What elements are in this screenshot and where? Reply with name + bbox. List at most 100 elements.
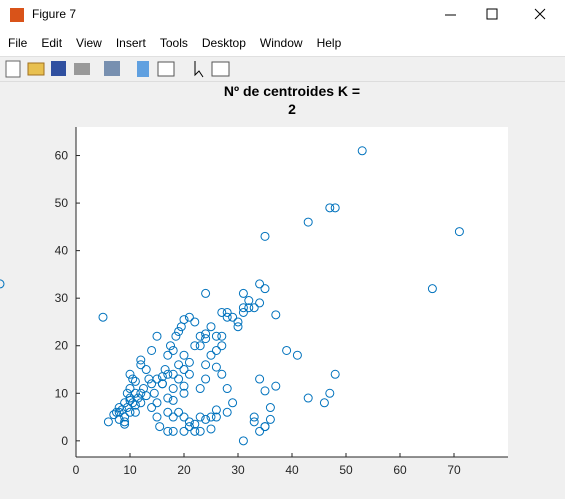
point bbox=[103, 417, 113, 427]
point bbox=[125, 407, 135, 417]
point bbox=[233, 317, 243, 327]
menu-item[interactable]: Window bbox=[259, 36, 303, 50]
point bbox=[244, 303, 254, 313]
point bbox=[174, 326, 184, 336]
property-icon[interactable] bbox=[211, 61, 230, 77]
point bbox=[206, 322, 216, 332]
x-tick-label: 70 bbox=[447, 463, 461, 477]
menu-item[interactable]: Insert bbox=[115, 36, 146, 50]
point bbox=[130, 376, 140, 386]
point bbox=[114, 407, 124, 417]
point bbox=[149, 388, 159, 398]
point bbox=[211, 362, 221, 372]
point bbox=[222, 407, 232, 417]
point bbox=[125, 369, 135, 379]
point bbox=[179, 315, 189, 325]
print-icon[interactable] bbox=[74, 63, 90, 75]
point bbox=[260, 422, 270, 432]
x-tick-label: 60 bbox=[393, 463, 407, 477]
point bbox=[184, 312, 194, 322]
app-icon bbox=[10, 8, 24, 22]
point bbox=[325, 388, 335, 398]
point bbox=[228, 398, 238, 408]
save-icon[interactable] bbox=[51, 61, 66, 76]
menu-item[interactable]: Desktop bbox=[201, 36, 246, 50]
open-icon[interactable] bbox=[27, 62, 45, 76]
point bbox=[152, 398, 162, 408]
toolbar-icons bbox=[5, 60, 230, 78]
point bbox=[136, 360, 146, 370]
x-tick-label: 40 bbox=[285, 463, 299, 477]
point bbox=[201, 414, 211, 424]
point bbox=[179, 388, 189, 398]
point bbox=[133, 393, 143, 403]
menu-item[interactable]: Help bbox=[316, 36, 342, 50]
point bbox=[195, 341, 205, 351]
link-icon[interactable] bbox=[104, 61, 120, 76]
point bbox=[303, 393, 313, 403]
point bbox=[179, 350, 189, 360]
colorbar-icon[interactable] bbox=[137, 61, 149, 77]
point bbox=[114, 414, 124, 424]
pointer-icon[interactable] bbox=[194, 61, 204, 78]
legend-icon[interactable] bbox=[157, 61, 175, 77]
point bbox=[222, 384, 232, 394]
point bbox=[211, 405, 221, 415]
point bbox=[163, 393, 173, 403]
point bbox=[98, 312, 108, 322]
new-icon[interactable] bbox=[5, 60, 21, 78]
menu-item[interactable]: Tools bbox=[159, 36, 188, 50]
x-tick-label: 50 bbox=[339, 463, 353, 477]
point bbox=[168, 345, 178, 355]
axes bbox=[76, 127, 508, 457]
point bbox=[201, 360, 211, 370]
point bbox=[201, 329, 211, 339]
point bbox=[201, 288, 211, 298]
point bbox=[260, 231, 270, 241]
point bbox=[260, 284, 270, 294]
title-bar: Figure 7 bbox=[0, 0, 565, 30]
point bbox=[179, 412, 189, 422]
point bbox=[211, 345, 221, 355]
close-button[interactable] bbox=[534, 8, 546, 20]
maximize-button[interactable] bbox=[486, 8, 498, 20]
point bbox=[255, 279, 265, 289]
point bbox=[152, 374, 162, 384]
point bbox=[166, 341, 175, 351]
point bbox=[330, 369, 340, 379]
point bbox=[238, 436, 248, 446]
window-controls bbox=[10, 8, 546, 22]
menu-item[interactable]: View bbox=[76, 36, 102, 50]
point bbox=[163, 407, 173, 417]
y-tick-label: 0 bbox=[61, 434, 68, 448]
point bbox=[357, 146, 367, 156]
point bbox=[163, 350, 173, 360]
point bbox=[330, 203, 340, 213]
toolbar bbox=[0, 57, 565, 82]
point bbox=[190, 426, 200, 436]
point bbox=[136, 398, 146, 408]
point bbox=[195, 412, 205, 422]
point bbox=[179, 381, 189, 391]
point bbox=[265, 403, 275, 413]
point bbox=[184, 417, 194, 427]
point bbox=[195, 331, 205, 341]
point bbox=[168, 369, 178, 379]
point bbox=[125, 395, 135, 405]
point bbox=[136, 355, 146, 365]
point bbox=[130, 407, 140, 417]
point bbox=[260, 386, 270, 396]
point bbox=[238, 307, 248, 317]
point bbox=[325, 203, 335, 213]
menu-item[interactable]: File bbox=[8, 36, 28, 50]
point bbox=[120, 419, 130, 429]
point bbox=[155, 422, 165, 432]
menu-item[interactable]: Edit bbox=[41, 36, 63, 50]
x-tick-label: 30 bbox=[231, 463, 245, 477]
point bbox=[171, 331, 181, 341]
point bbox=[168, 412, 178, 422]
point bbox=[168, 395, 178, 405]
point bbox=[211, 331, 221, 341]
y-tick-label: 10 bbox=[55, 386, 69, 400]
point bbox=[184, 422, 194, 432]
